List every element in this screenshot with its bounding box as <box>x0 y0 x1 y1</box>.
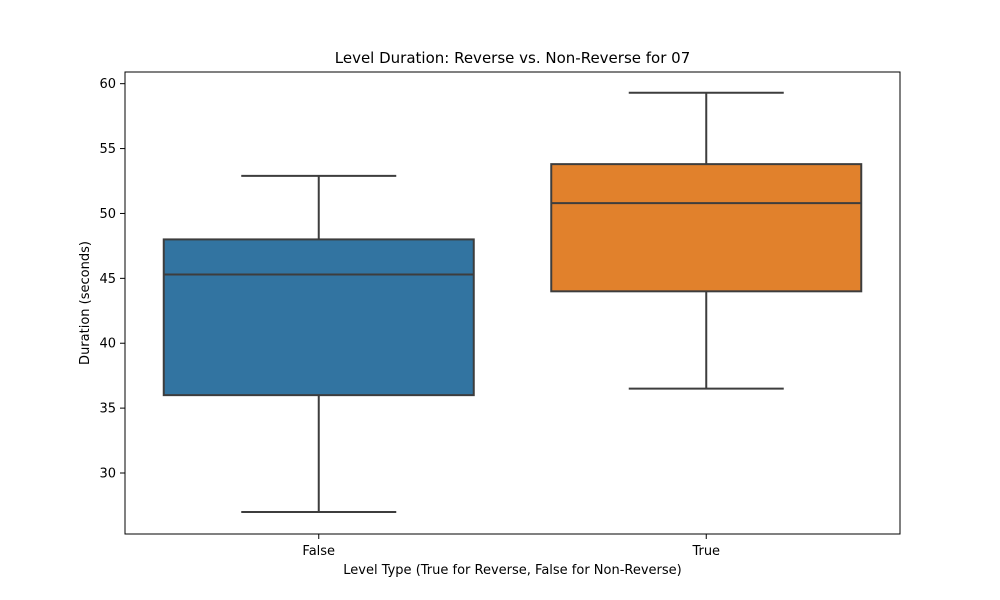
y-tick-label-50: 50 <box>99 207 116 222</box>
y-tick-label-55: 55 <box>99 142 116 157</box>
axes-frame <box>124 71 901 535</box>
chart-title: Level Duration: Reverse vs. Non-Reverse … <box>335 49 690 67</box>
y-tick-label-45: 45 <box>99 272 116 287</box>
y-tick-label-30: 30 <box>99 467 116 482</box>
x-tick-label-true: True <box>691 544 720 559</box>
y-tick-label-60: 60 <box>99 77 116 92</box>
y-tick-label-40: 40 <box>99 337 116 352</box>
y-axis-label: Duration (seconds) <box>78 241 93 365</box>
x-axis-label: Level Type (True for Reverse, False for … <box>343 563 682 578</box>
box-false <box>162 238 475 397</box>
y-tick-label-35: 35 <box>99 402 116 417</box>
box-true <box>550 163 863 293</box>
x-tick-label-false: False <box>302 544 335 559</box>
plot-area: 30 35 40 45 50 55 60 False True <box>99 71 901 559</box>
